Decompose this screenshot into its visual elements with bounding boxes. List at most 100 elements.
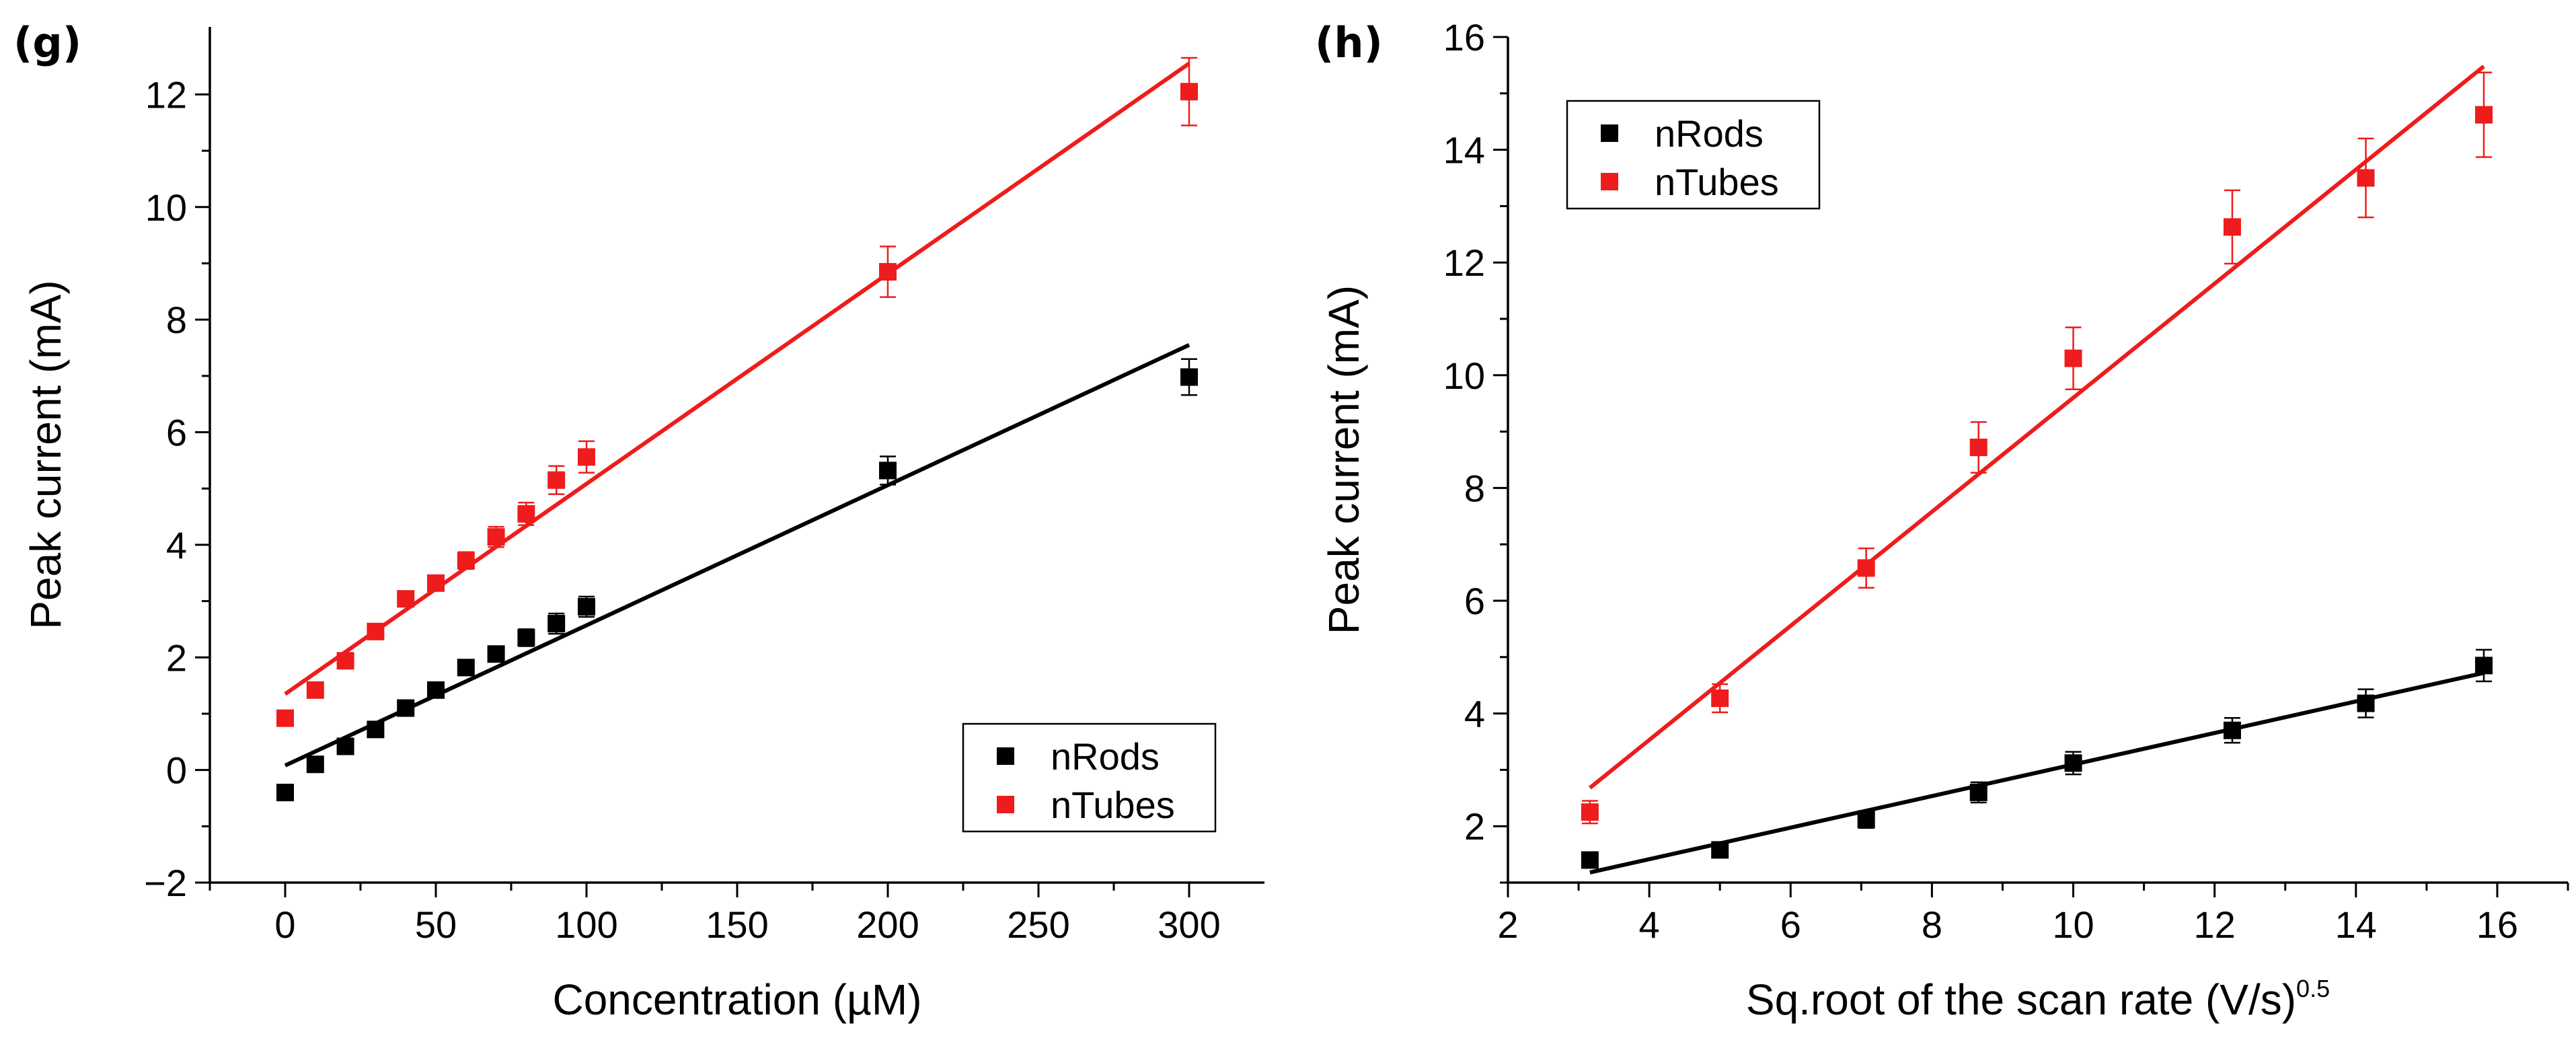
panel-label: (g) [13, 18, 81, 67]
x-axis-title-text: Sq.root of the scan rate (V/s) [1746, 975, 2296, 1024]
x-tick-label: 2 [1497, 903, 1518, 946]
data-point [1969, 783, 1987, 801]
data-point [367, 622, 385, 640]
data-point [1969, 439, 1987, 457]
x-tick-label: 8 [1922, 903, 1942, 946]
series-nTubes [276, 57, 1198, 727]
fit-line-nTubes [284, 61, 1190, 696]
y-tick-label: 16 [1443, 16, 1485, 59]
y-tick-label: 4 [1464, 693, 1485, 735]
data-point [2064, 754, 2082, 772]
data-point [2223, 721, 2241, 739]
data-point [2223, 218, 2241, 236]
data-point [427, 574, 445, 592]
data-point [2357, 169, 2375, 187]
y-tick-label: 12 [1443, 242, 1485, 284]
data-point [2064, 349, 2082, 367]
data-point [1857, 559, 1875, 577]
y-tick-label: 6 [166, 412, 187, 454]
y-tick-label: 2 [1464, 805, 1485, 848]
x-axis-title: Sq.root of the scan rate (V/s)0.5 [1746, 975, 2330, 1024]
x-tick-label: 50 [415, 903, 457, 946]
x-tick-label: 14 [2335, 903, 2377, 946]
x-tick-label: 150 [706, 903, 768, 946]
legend: nRods nTubes [1566, 100, 1821, 210]
data-point [1180, 83, 1198, 101]
legend-label-nRods: nRods [1051, 735, 1160, 778]
data-point [879, 263, 897, 281]
x-axis-title-text: Concentration (µM) [552, 975, 921, 1024]
x-tick-label: 250 [1007, 903, 1069, 946]
data-point [397, 590, 415, 608]
x-tick-label: 4 [1639, 903, 1660, 946]
y-tick-label: 14 [1443, 129, 1485, 172]
legend-marker-nTubes [997, 796, 1014, 813]
y-tick-label: 4 [166, 524, 187, 566]
x-axis-title-superscript: 0.5 [2296, 975, 2330, 1002]
y-tick-label: 10 [1443, 355, 1485, 397]
data-point [306, 755, 324, 774]
data-point [578, 597, 595, 616]
legend-marker-nTubes [1601, 173, 1618, 190]
y-tick-label: 10 [145, 186, 187, 229]
legend-box [1566, 100, 1821, 210]
data-point [1180, 368, 1198, 386]
series-nRods [1581, 648, 2493, 875]
data-point [487, 645, 505, 663]
data-point [547, 615, 566, 633]
data-point [517, 628, 535, 646]
y-tick-label: 2 [166, 636, 187, 679]
panel-label: (h) [1315, 18, 1383, 67]
series-nTubes [1581, 65, 2493, 825]
legend-box [962, 722, 1217, 833]
data-point [2474, 106, 2493, 124]
x-tick-label: 300 [1158, 903, 1220, 946]
data-point [487, 528, 505, 546]
y-tick-label: 0 [166, 749, 187, 792]
y-tick-label: 8 [166, 299, 187, 341]
data-point [1857, 811, 1875, 829]
y-tick-label: −2 [144, 862, 187, 904]
data-point [578, 448, 595, 466]
chart-panel-h: (h) 2 4 6 8 10 12 14 16 2 4 6 8 10 12 14 16 Peak current … [1315, 16, 2569, 1024]
data-point [1711, 689, 1729, 707]
data-point [367, 720, 385, 739]
y-axis-title: Peak current (mA) [1320, 285, 1368, 634]
data-point [1711, 841, 1729, 859]
data-point [1581, 851, 1599, 869]
x-tick-label: 0 [274, 903, 295, 946]
y-tick-label: 6 [1464, 580, 1485, 622]
fit-line-nTubes [1588, 65, 2485, 790]
x-tick-label: 12 [2194, 903, 2236, 946]
data-point [2357, 694, 2375, 712]
data-point [397, 699, 415, 717]
data-point [547, 471, 566, 489]
y-tick-label: 8 [1464, 467, 1485, 509]
data-point [306, 681, 324, 699]
x-tick-label: 10 [2052, 903, 2094, 946]
data-point [517, 505, 535, 523]
chart-panel-g: (g) 0 50 100 150 200 250 300 −2 0 2 4 6 8 10 12 Peak cur… [13, 18, 1264, 1024]
legend-marker-nRods [997, 747, 1014, 765]
fit-line-nRods [284, 343, 1190, 768]
data-point [336, 652, 354, 670]
x-tick-label: 16 [2476, 903, 2518, 946]
data-point [336, 737, 354, 755]
legend-marker-nRods [1601, 124, 1618, 142]
data-point [427, 681, 445, 699]
y-axis-title: Peak current (mA) [22, 280, 70, 629]
legend-label-nTubes: nTubes [1655, 161, 1779, 203]
x-tick-label: 200 [856, 903, 919, 946]
x-tick-label: 6 [1780, 903, 1801, 946]
data-point [457, 552, 475, 570]
legend: nRods nTubes [962, 722, 1217, 833]
series-nRods [276, 343, 1198, 802]
data-point [1581, 803, 1599, 821]
legend-label-nRods: nRods [1655, 112, 1764, 155]
data-point [2474, 657, 2493, 675]
legend-label-nTubes: nTubes [1051, 784, 1175, 826]
y-tick-label: 12 [145, 73, 187, 116]
data-point [457, 659, 475, 677]
data-point [276, 784, 294, 802]
